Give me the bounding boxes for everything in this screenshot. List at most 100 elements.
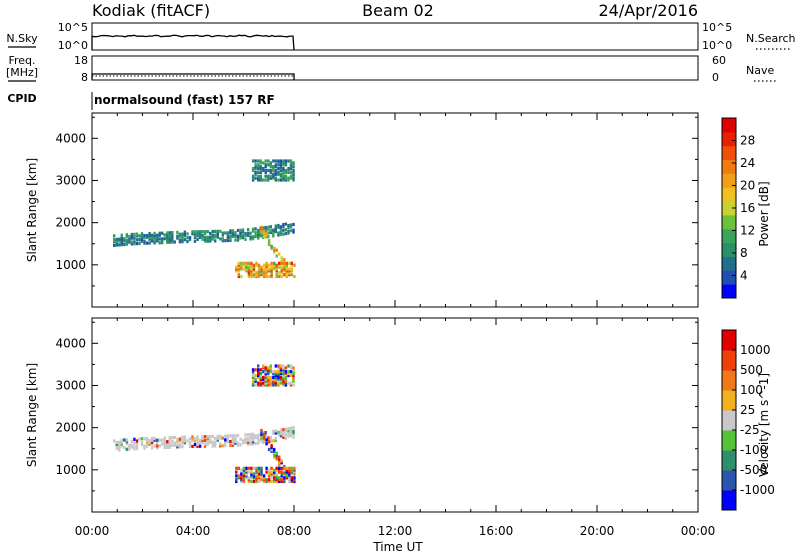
echo-cell: [279, 232, 283, 237]
echo-cell: [267, 267, 271, 271]
echo-cell: [242, 479, 246, 484]
echo-cell: [257, 159, 260, 163]
echo-cell: [176, 234, 179, 238]
echo-cell: [203, 444, 207, 448]
echo-cell: [279, 430, 283, 434]
echo-cell: [278, 476, 281, 480]
echo-cell: [133, 445, 136, 449]
echo-cell: [283, 269, 286, 273]
y-tick-label: 4000: [55, 131, 86, 145]
echo-cell: [168, 240, 171, 244]
echo-cell: [280, 474, 283, 478]
echo-cell: [277, 223, 280, 228]
echo-cell: [240, 263, 243, 267]
echo-cell: [245, 265, 248, 269]
echo-cell: [269, 379, 272, 383]
echo-cell: [133, 441, 136, 445]
echo-cell: [201, 237, 204, 241]
echo-cell: [118, 239, 121, 243]
echo-cell: [277, 383, 280, 387]
echo-cell: [273, 476, 276, 480]
echo-cell: [284, 232, 288, 236]
echo-cell: [130, 236, 134, 240]
colorbar-tick-label: 20: [740, 179, 755, 193]
echo-cell: [260, 432, 263, 436]
echo-cell: [255, 466, 258, 470]
echo-cell: [211, 434, 214, 439]
echo-cell: [252, 474, 256, 478]
echo-cell: [250, 271, 253, 275]
echo-cell: [231, 229, 235, 233]
echo-cell: [140, 237, 144, 242]
echo-cell: [125, 233, 129, 237]
echo-cell: [234, 441, 237, 445]
echo-cell: [280, 261, 283, 265]
echo-cell: [250, 267, 253, 271]
echo-cell: [293, 472, 296, 476]
echo-cell: [267, 176, 270, 180]
echo-cell: [251, 373, 255, 378]
echo-cell: [273, 472, 276, 476]
echo-cell: [290, 470, 293, 474]
echo-cell: [265, 265, 268, 269]
echo-cell: [264, 377, 267, 381]
time-axis-label: Time UT: [372, 540, 423, 554]
echo-cell: [255, 263, 258, 267]
echo-cell: [171, 236, 174, 240]
echo-cell: [128, 234, 131, 239]
echo-cell: [264, 434, 267, 438]
echo-cell: [163, 445, 166, 450]
echo-cell: [251, 168, 255, 173]
echo-cell: [156, 438, 159, 442]
echo-cell: [272, 234, 275, 238]
echo-cell: [283, 478, 286, 482]
echo-cell: [241, 230, 245, 234]
echo-cell: [120, 243, 123, 247]
echo-cell: [250, 269, 253, 273]
echo-cell: [252, 476, 256, 480]
echo-cell: [267, 468, 271, 472]
echo-cell: [255, 479, 258, 484]
echo-cell: [279, 165, 283, 169]
echo-cell: [206, 239, 209, 243]
echo-cell: [115, 444, 118, 448]
echo-cell: [264, 436, 267, 440]
echo-cell: [120, 235, 123, 239]
colorbar-swatch: [722, 187, 736, 202]
echo-cell: [161, 237, 164, 241]
echo-cell: [118, 442, 121, 446]
echo-cell: [237, 274, 240, 279]
echo-cell: [260, 430, 263, 434]
colorbar-tick-label: -500: [740, 463, 767, 477]
echo-cell: [254, 441, 257, 445]
echo-cell: [150, 233, 154, 237]
echo-cell: [168, 236, 171, 241]
echo-cell: [284, 377, 288, 381]
echo-cell: [125, 438, 129, 442]
echo-cell: [257, 474, 261, 478]
echo-cell: [161, 231, 164, 235]
echo-cell: [267, 168, 270, 173]
echo-cell: [173, 435, 176, 440]
echo-cell: [224, 434, 227, 438]
echo-cell: [173, 240, 176, 244]
echo-cell: [267, 472, 271, 476]
echo-cell: [265, 466, 268, 470]
echo-cell: [282, 370, 285, 374]
echo-cell: [262, 383, 265, 387]
echo-cell: [288, 478, 291, 482]
echo-cell: [273, 248, 276, 252]
echo-cell: [235, 474, 238, 478]
echo-cell: [240, 472, 243, 476]
echo-cell: [236, 443, 240, 447]
echo-cell: [245, 468, 248, 472]
echo-cell: [158, 438, 161, 442]
echo-cell: [247, 478, 251, 482]
echo-cell: [255, 468, 258, 472]
echo-cell: [262, 476, 266, 480]
echo-cell: [226, 233, 230, 237]
y-tick-label: 2000: [55, 216, 86, 230]
echo-cell: [156, 444, 159, 448]
echo-cell: [254, 163, 257, 167]
echo-cell: [198, 233, 202, 238]
